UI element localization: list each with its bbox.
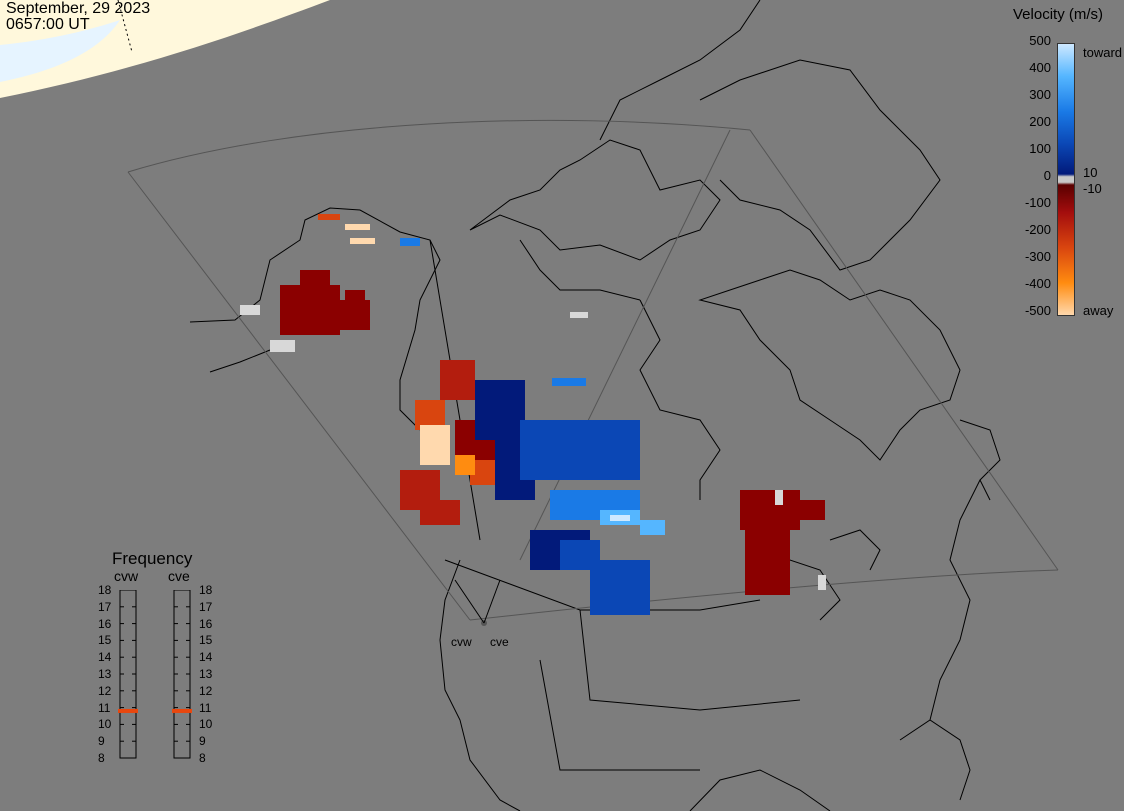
frequency-label-left: 14 <box>98 650 112 665</box>
frequency-label-right: 16 <box>199 616 213 631</box>
frequency-marker-cve <box>172 708 192 713</box>
frequency-label-right: 10 <box>199 717 213 732</box>
timestamp: September, 29 2023 0657:00 UT <box>6 1 150 33</box>
frequency-label-right: 9 <box>199 734 206 749</box>
colorbar-tick: 200 <box>1029 114 1051 129</box>
frequency-label-right: 13 <box>199 667 213 681</box>
site-label-cve: cve <box>490 635 509 649</box>
frequency-label-right: 11 <box>199 700 212 715</box>
colorbar-tick: 100 <box>1029 141 1051 156</box>
colorbar-tick: -300 <box>1024 249 1051 264</box>
frequency-label-left: 10 <box>98 717 112 732</box>
colorbar-away-label: away <box>1083 303 1114 318</box>
frequency-radar-cve: cve <box>168 568 190 584</box>
frequency-scales <box>118 590 192 759</box>
frequency-label-right: 12 <box>199 683 213 698</box>
colorbar-tick: -400 <box>1024 276 1051 291</box>
timestamp-time: 0657:00 UT <box>6 16 90 33</box>
frequency-label-left: 18 <box>98 583 112 597</box>
frequency-label-right: 14 <box>199 650 213 665</box>
colorbar-tick: -200 <box>1024 222 1051 237</box>
colorbar-toward-label: toward <box>1083 45 1123 60</box>
frequency-label-left: 17 <box>98 599 112 614</box>
colorbar-small-tick-neg: -10 <box>1083 181 1102 196</box>
site-label-cvw: cvw <box>451 635 472 649</box>
frequency-label-left: 11 <box>98 700 111 715</box>
frequency-label-left: 8 <box>98 751 105 765</box>
frequency-label-right: 15 <box>199 633 213 648</box>
frequency-marker-cvw <box>118 708 138 713</box>
colorbar-tick: 400 <box>1029 60 1051 75</box>
colorbar-tick: 300 <box>1029 87 1051 102</box>
frequency-label-right: 8 <box>199 751 206 765</box>
frequency-label-right: 17 <box>199 599 213 614</box>
frequency-radar-cvw: cvw <box>114 568 139 584</box>
colorbar-tick: -100 <box>1024 195 1051 210</box>
frequency-label-right: 18 <box>199 583 213 597</box>
velocity-colorbar <box>1057 43 1075 316</box>
frequency-label-left: 15 <box>98 633 112 648</box>
frequency-label-left: 16 <box>98 616 112 631</box>
frequency-label-left: 9 <box>98 734 105 749</box>
terminator-line <box>117 0 133 53</box>
velocity-cells <box>240 214 826 615</box>
frequency-label-left: 12 <box>98 683 112 698</box>
colorbar-tick: -500 <box>1024 303 1051 318</box>
frequency-title: Frequency <box>112 549 193 568</box>
daylight-region <box>0 0 330 98</box>
frequency-label-left: 13 <box>98 667 112 681</box>
colorbar-tick: 500 <box>1029 33 1051 48</box>
colorbar-small-tick-pos: 10 <box>1083 165 1098 180</box>
site-lines <box>454 579 501 624</box>
daylight-sky <box>0 20 120 82</box>
colorbar-title: Velocity (m/s) <box>1013 6 1104 23</box>
timestamp-date: September, 29 2023 <box>6 0 151 17</box>
colorbar-tick: 0 <box>1043 168 1051 183</box>
